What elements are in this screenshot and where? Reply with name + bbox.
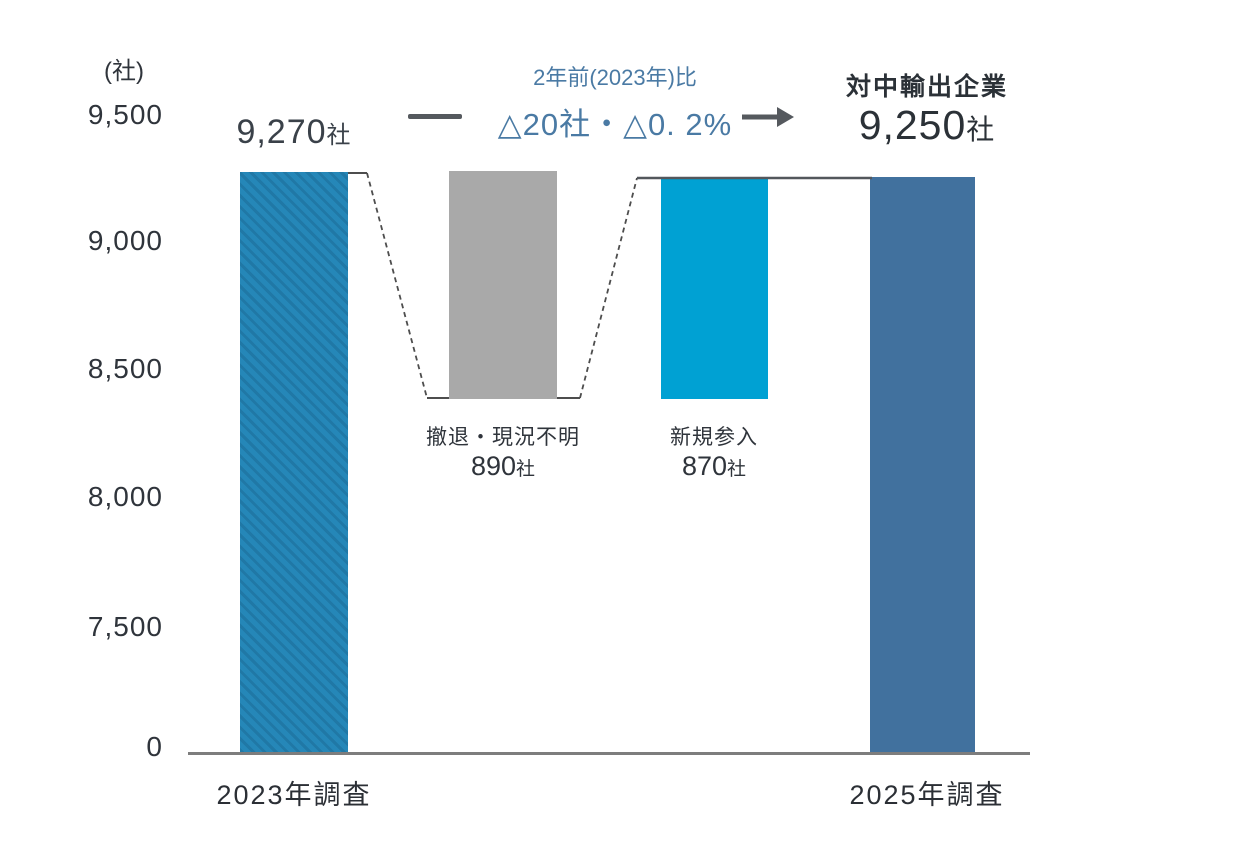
- withdrawal-label: 撤退・現況不明: [426, 426, 580, 449]
- x-label-2025-survey: 2025年調査: [849, 780, 1005, 810]
- new-entry-value: 870: [681, 451, 728, 481]
- y-tick-8000: 8,000: [87, 481, 163, 512]
- x-label-2023-survey: 2023年調査: [216, 780, 372, 810]
- bar-2023-value-label: 9,270社: [164, 113, 424, 152]
- y-tick-0: 0: [146, 731, 163, 762]
- withdrawal-value: 890: [470, 451, 517, 481]
- bar-2025-survey: [870, 177, 975, 752]
- dash-icon: [408, 114, 462, 119]
- withdrawal-value-label: 890社: [393, 451, 613, 482]
- arrow-right-icon: [742, 107, 794, 127]
- withdrawal-value-unit: 社: [516, 459, 536, 480]
- bar-new-entry: [661, 178, 768, 399]
- y-tick-9500: 9,500: [87, 99, 163, 130]
- y-axis-unit-label: (社): [104, 58, 144, 85]
- export-companies-title: 対中輸出企業: [845, 73, 1008, 101]
- x-axis-baseline: [188, 752, 1030, 755]
- y-tick-9000: 9,000: [87, 225, 163, 256]
- new-entry-value-unit: 社: [727, 459, 747, 480]
- bar-2025-value-label: 9,250社: [792, 102, 1062, 149]
- y-tick-8500: 8,500: [87, 353, 163, 384]
- new-entry-label: 新規参入: [670, 426, 758, 449]
- bar-2023-value-unit: 社: [326, 122, 352, 149]
- comparison-value: △20社・△0. 2%: [497, 107, 733, 142]
- comparison-title: 2年前(2023年)比: [533, 65, 697, 90]
- bar-2025-value-unit: 社: [966, 114, 996, 145]
- new-entry-value-label: 870社: [604, 451, 824, 482]
- bar-withdrawal: [449, 171, 557, 399]
- bar-2025-value: 9,250: [858, 102, 967, 148]
- bar-2023-survey: [240, 172, 348, 752]
- bar-2023-value: 9,270: [236, 113, 327, 151]
- y-tick-7500: 7,500: [87, 611, 163, 642]
